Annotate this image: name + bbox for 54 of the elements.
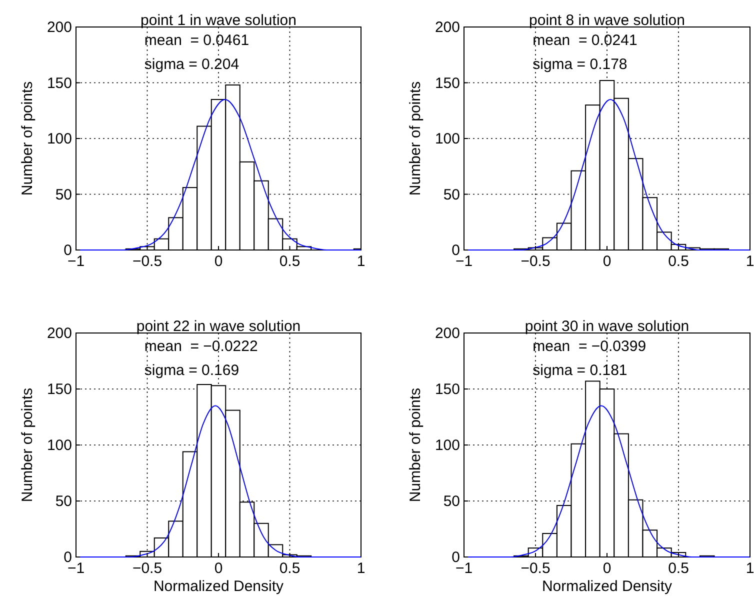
annotation: sigma = 0.181 bbox=[532, 362, 628, 379]
x-tick-label: 1 bbox=[746, 560, 754, 577]
y-tick-label: 50 bbox=[443, 493, 460, 510]
x-tick-label: −0.5 bbox=[520, 560, 550, 577]
y-tick-label: 150 bbox=[434, 74, 460, 92]
y-tick-label: 50 bbox=[55, 186, 72, 204]
y-tick-label: 150 bbox=[46, 381, 72, 398]
y-tick-label: 100 bbox=[434, 437, 460, 454]
x-tick-label: 0.5 bbox=[279, 253, 300, 270]
annotation: mean = −0.0222 bbox=[144, 338, 258, 355]
y-tick-label: 0 bbox=[452, 242, 460, 259]
y-tick-label: 100 bbox=[434, 130, 460, 148]
annotation: mean = 0.0241 bbox=[532, 32, 638, 49]
y-tick-label: 50 bbox=[55, 493, 72, 510]
y-tick-label: 200 bbox=[434, 325, 460, 342]
y-tick-label: 0 bbox=[64, 549, 72, 566]
chart-title: point 22 in wave solution bbox=[136, 318, 301, 335]
x-tick-label: 1 bbox=[746, 253, 754, 270]
x-tick-label: −0.5 bbox=[132, 253, 162, 270]
y-tick-label: 0 bbox=[452, 549, 460, 566]
y-tick-label: 0 bbox=[64, 242, 72, 259]
y-tick-label: 200 bbox=[434, 19, 460, 36]
annotation: mean = −0.0399 bbox=[532, 338, 646, 355]
y-axis-title: Number of points bbox=[19, 388, 36, 502]
annotation: sigma = 0.178 bbox=[532, 56, 628, 73]
y-tick-label: 150 bbox=[46, 74, 72, 92]
x-tick-label: 1 bbox=[356, 253, 366, 270]
y-axis-title: Number of points bbox=[19, 81, 36, 196]
y-tick-label: 200 bbox=[46, 325, 72, 342]
x-axis-title: Normalized Density bbox=[542, 578, 673, 595]
x-tick-label: 0.5 bbox=[668, 560, 689, 577]
x-tick-label: 0.5 bbox=[279, 560, 300, 577]
x-tick-label: −0.5 bbox=[520, 253, 550, 270]
x-axis-title: Normalized Density bbox=[153, 578, 284, 595]
y-axis-title: Number of points bbox=[407, 81, 424, 196]
annotation: mean = 0.0461 bbox=[144, 32, 250, 49]
y-tick-label: 200 bbox=[46, 19, 72, 36]
chart-title: point 30 in wave solution bbox=[524, 318, 690, 335]
x-tick-label: 0 bbox=[214, 560, 223, 577]
x-tick-label: 0.5 bbox=[668, 253, 689, 270]
annotation: sigma = 0.169 bbox=[144, 362, 240, 379]
chart-title: point 8 in wave solution bbox=[529, 12, 685, 29]
x-tick-label: 0 bbox=[602, 253, 612, 270]
y-tick-label: 50 bbox=[443, 186, 460, 204]
x-tick-label: 1 bbox=[356, 560, 366, 577]
y-tick-label: 100 bbox=[46, 437, 72, 454]
y-tick-label: 100 bbox=[46, 130, 72, 148]
x-tick-label: −0.5 bbox=[132, 560, 162, 577]
y-axis-title: Number of points bbox=[407, 388, 424, 502]
x-tick-label: 0 bbox=[214, 253, 223, 270]
chart-title: point 1 in wave solution bbox=[140, 12, 296, 29]
annotation: sigma = 0.204 bbox=[144, 56, 240, 73]
x-tick-label: 0 bbox=[602, 560, 612, 577]
y-tick-label: 150 bbox=[434, 381, 460, 398]
